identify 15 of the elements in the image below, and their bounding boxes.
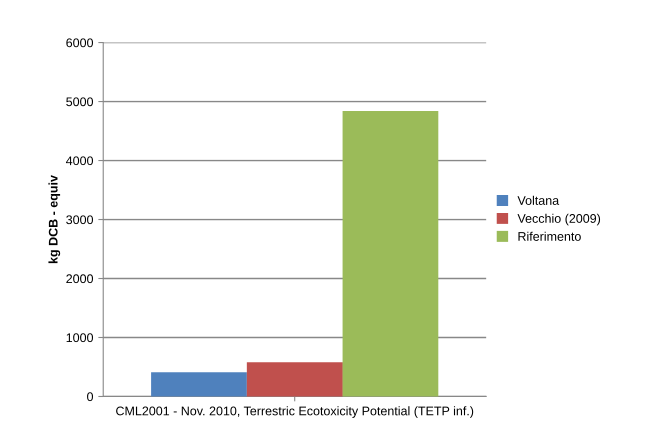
legend-label: Vecchio (2009) [517, 214, 600, 226]
y-tick-label: 3000 [66, 215, 94, 224]
bar [151, 372, 247, 396]
y-axis-title: kg DCB - equiv [48, 175, 60, 264]
y-tick-label: 2000 [66, 274, 94, 284]
legend-label: Riferimento [518, 232, 581, 241]
y-tick-label: 1000 [66, 333, 94, 342]
legend-label: Voltana [517, 196, 560, 205]
y-tick-label: 4000 [66, 156, 94, 166]
y-tick-label: 5000 [66, 97, 94, 106]
y-tick-label: 0 [87, 392, 94, 402]
y-tick-label: 6000 [66, 38, 94, 48]
bar [342, 110, 438, 396]
x-tick-label: CML2001 - Nov. 2010, Terrestric Ecotoxicity Potential (TETP inf.) [116, 406, 474, 418]
bar [246, 362, 343, 396]
